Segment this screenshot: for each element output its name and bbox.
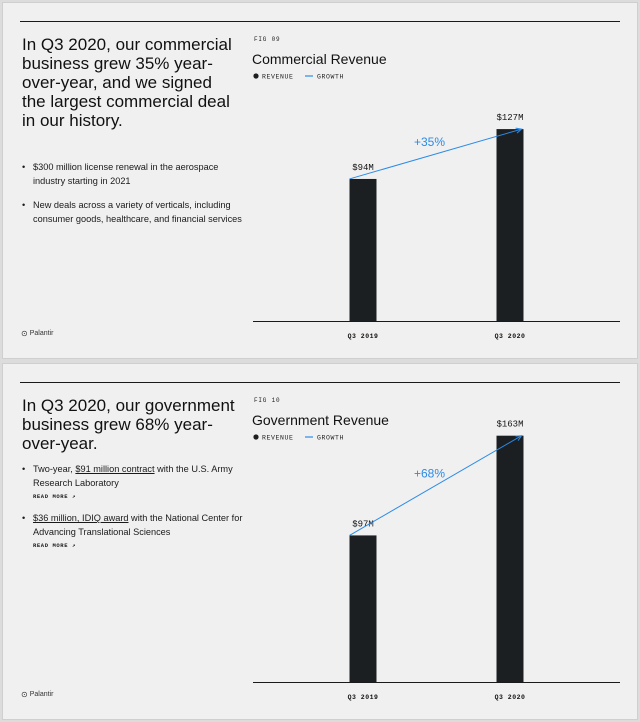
legend-revenue-marker (253, 73, 259, 79)
government-revenue-chart: FIG 10 Government Revenue REVENUE GROWTH $97… (252, 397, 620, 701)
legend-growth-label: GROWTH (317, 435, 344, 442)
x-tick-label: Q3 2019 (348, 694, 379, 701)
palantir-logo-icon: ⊙ (21, 329, 28, 338)
x-tick-label: Q3 2020 (495, 333, 526, 340)
bar (496, 435, 524, 682)
chart-title: Commercial Revenue (252, 51, 387, 67)
bar (349, 178, 377, 321)
palantir-logo-icon: ⊙ (21, 690, 28, 699)
contract-link[interactable]: $91 million contract (75, 464, 155, 474)
bar (349, 535, 377, 682)
palantir-logo: ⊙ Palantir (21, 329, 54, 338)
bar-value-label: $127M (496, 113, 523, 123)
legend-growth-label: GROWTH (317, 74, 344, 81)
slide-headline: In Q3 2020, our government business grew… (22, 396, 235, 453)
slide-government: In Q3 2020, our government business grew… (2, 363, 638, 720)
fig-label: FIG 10 (254, 397, 280, 404)
top-rule (20, 21, 620, 22)
bar-value-label: $94M (352, 163, 374, 173)
fig-label: FIG 09 (254, 36, 280, 43)
x-tick-label: Q3 2019 (348, 333, 379, 340)
legend-revenue-marker (253, 434, 259, 440)
award-link[interactable]: $36 million, IDIQ award (33, 513, 129, 523)
bullet-item: $36 million, IDIQ award with the Nationa… (22, 512, 247, 550)
read-more-link[interactable]: READ MORE ↗ (33, 493, 76, 500)
growth-arrowhead-icon (515, 435, 523, 441)
slide-commercial: In Q3 2020, our commercial business grew… (2, 2, 638, 359)
bullet-item: Two-year, $91 million contract with the … (22, 463, 247, 501)
slide-headline: In Q3 2020, our commercial business grew… (22, 35, 232, 130)
commercial-revenue-chart: FIG 09 Commercial Revenue REVENUE GROWTH $94… (252, 36, 620, 340)
growth-arrowhead-icon (515, 127, 523, 134)
bullet-item: New deals across a variety of verticals,… (22, 199, 247, 226)
chart-title: Government Revenue (252, 412, 389, 428)
bullet-list: Two-year, $91 million contract with the … (22, 463, 247, 561)
bullet-item: $300 million license renewal in the aero… (22, 161, 247, 188)
read-more-link[interactable]: READ MORE ↗ (33, 542, 76, 549)
growth-label: +68% (414, 467, 445, 481)
bar-value-label: $163M (496, 420, 523, 430)
bar-value-label: $97M (352, 519, 374, 529)
bar (496, 129, 524, 321)
growth-label: +35% (414, 135, 445, 149)
growth-line (349, 435, 522, 536)
legend-revenue-label: REVENUE (262, 74, 294, 81)
legend-revenue-label: REVENUE (262, 435, 294, 442)
x-tick-label: Q3 2020 (495, 694, 526, 701)
bullet-list: $300 million license renewal in the aero… (22, 161, 247, 237)
palantir-logo: ⊙ Palantir (21, 690, 54, 699)
growth-line (349, 128, 522, 180)
top-rule (20, 382, 620, 383)
